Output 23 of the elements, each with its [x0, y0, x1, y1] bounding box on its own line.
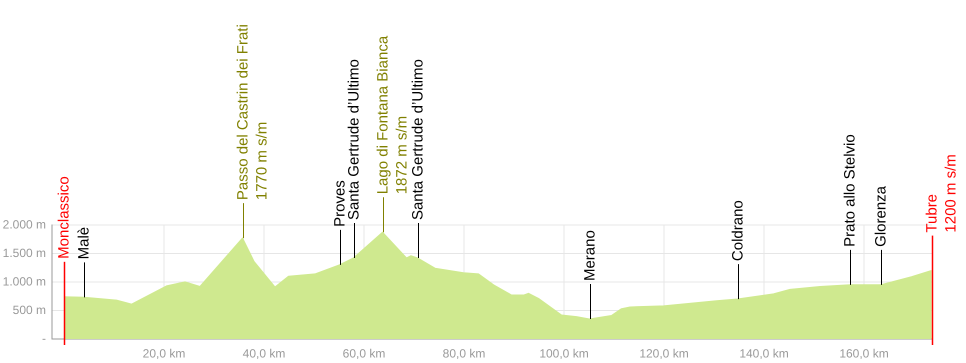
- y-tick-label: 1.500 m: [2, 246, 46, 260]
- annotation: Coldrano: [730, 200, 747, 262]
- y-tick-label: 2.000 m: [2, 217, 46, 232]
- annotation: Tubre 1200 m s/m: [924, 154, 960, 233]
- annotation: Santa Gertrude d’Ultimo: [410, 59, 427, 220]
- annotation: Prato allo Stelvio: [842, 134, 859, 247]
- x-tick-label: 80,0 km: [442, 346, 486, 361]
- annotation: Glorenza: [872, 185, 890, 247]
- x-tick-label: 140,0 km: [739, 346, 789, 361]
- annotation: Merano: [582, 230, 599, 282]
- x-tick-label: 160,0 km: [839, 346, 889, 361]
- y-tick-label: 1.000 m: [2, 274, 46, 288]
- annotation: Monclassico: [56, 176, 73, 259]
- x-tick-label: 60,0 km: [342, 346, 386, 361]
- annotation: Passo del Castrin dei Frati 1770 m s/m: [234, 24, 271, 200]
- y-tick-label: 500 m: [12, 302, 46, 317]
- y-tick-label: -: [42, 331, 46, 346]
- x-tick-label: 120,0 km: [639, 346, 689, 361]
- annotation: Malè: [76, 226, 93, 260]
- x-tick-label: 40,0 km: [242, 346, 286, 361]
- annotation: Lago di Fontana Bianca 1872 m s/m: [374, 35, 411, 194]
- x-tick-label: 20,0 km: [142, 346, 186, 361]
- x-tick-label: 100,0 km: [539, 346, 589, 361]
